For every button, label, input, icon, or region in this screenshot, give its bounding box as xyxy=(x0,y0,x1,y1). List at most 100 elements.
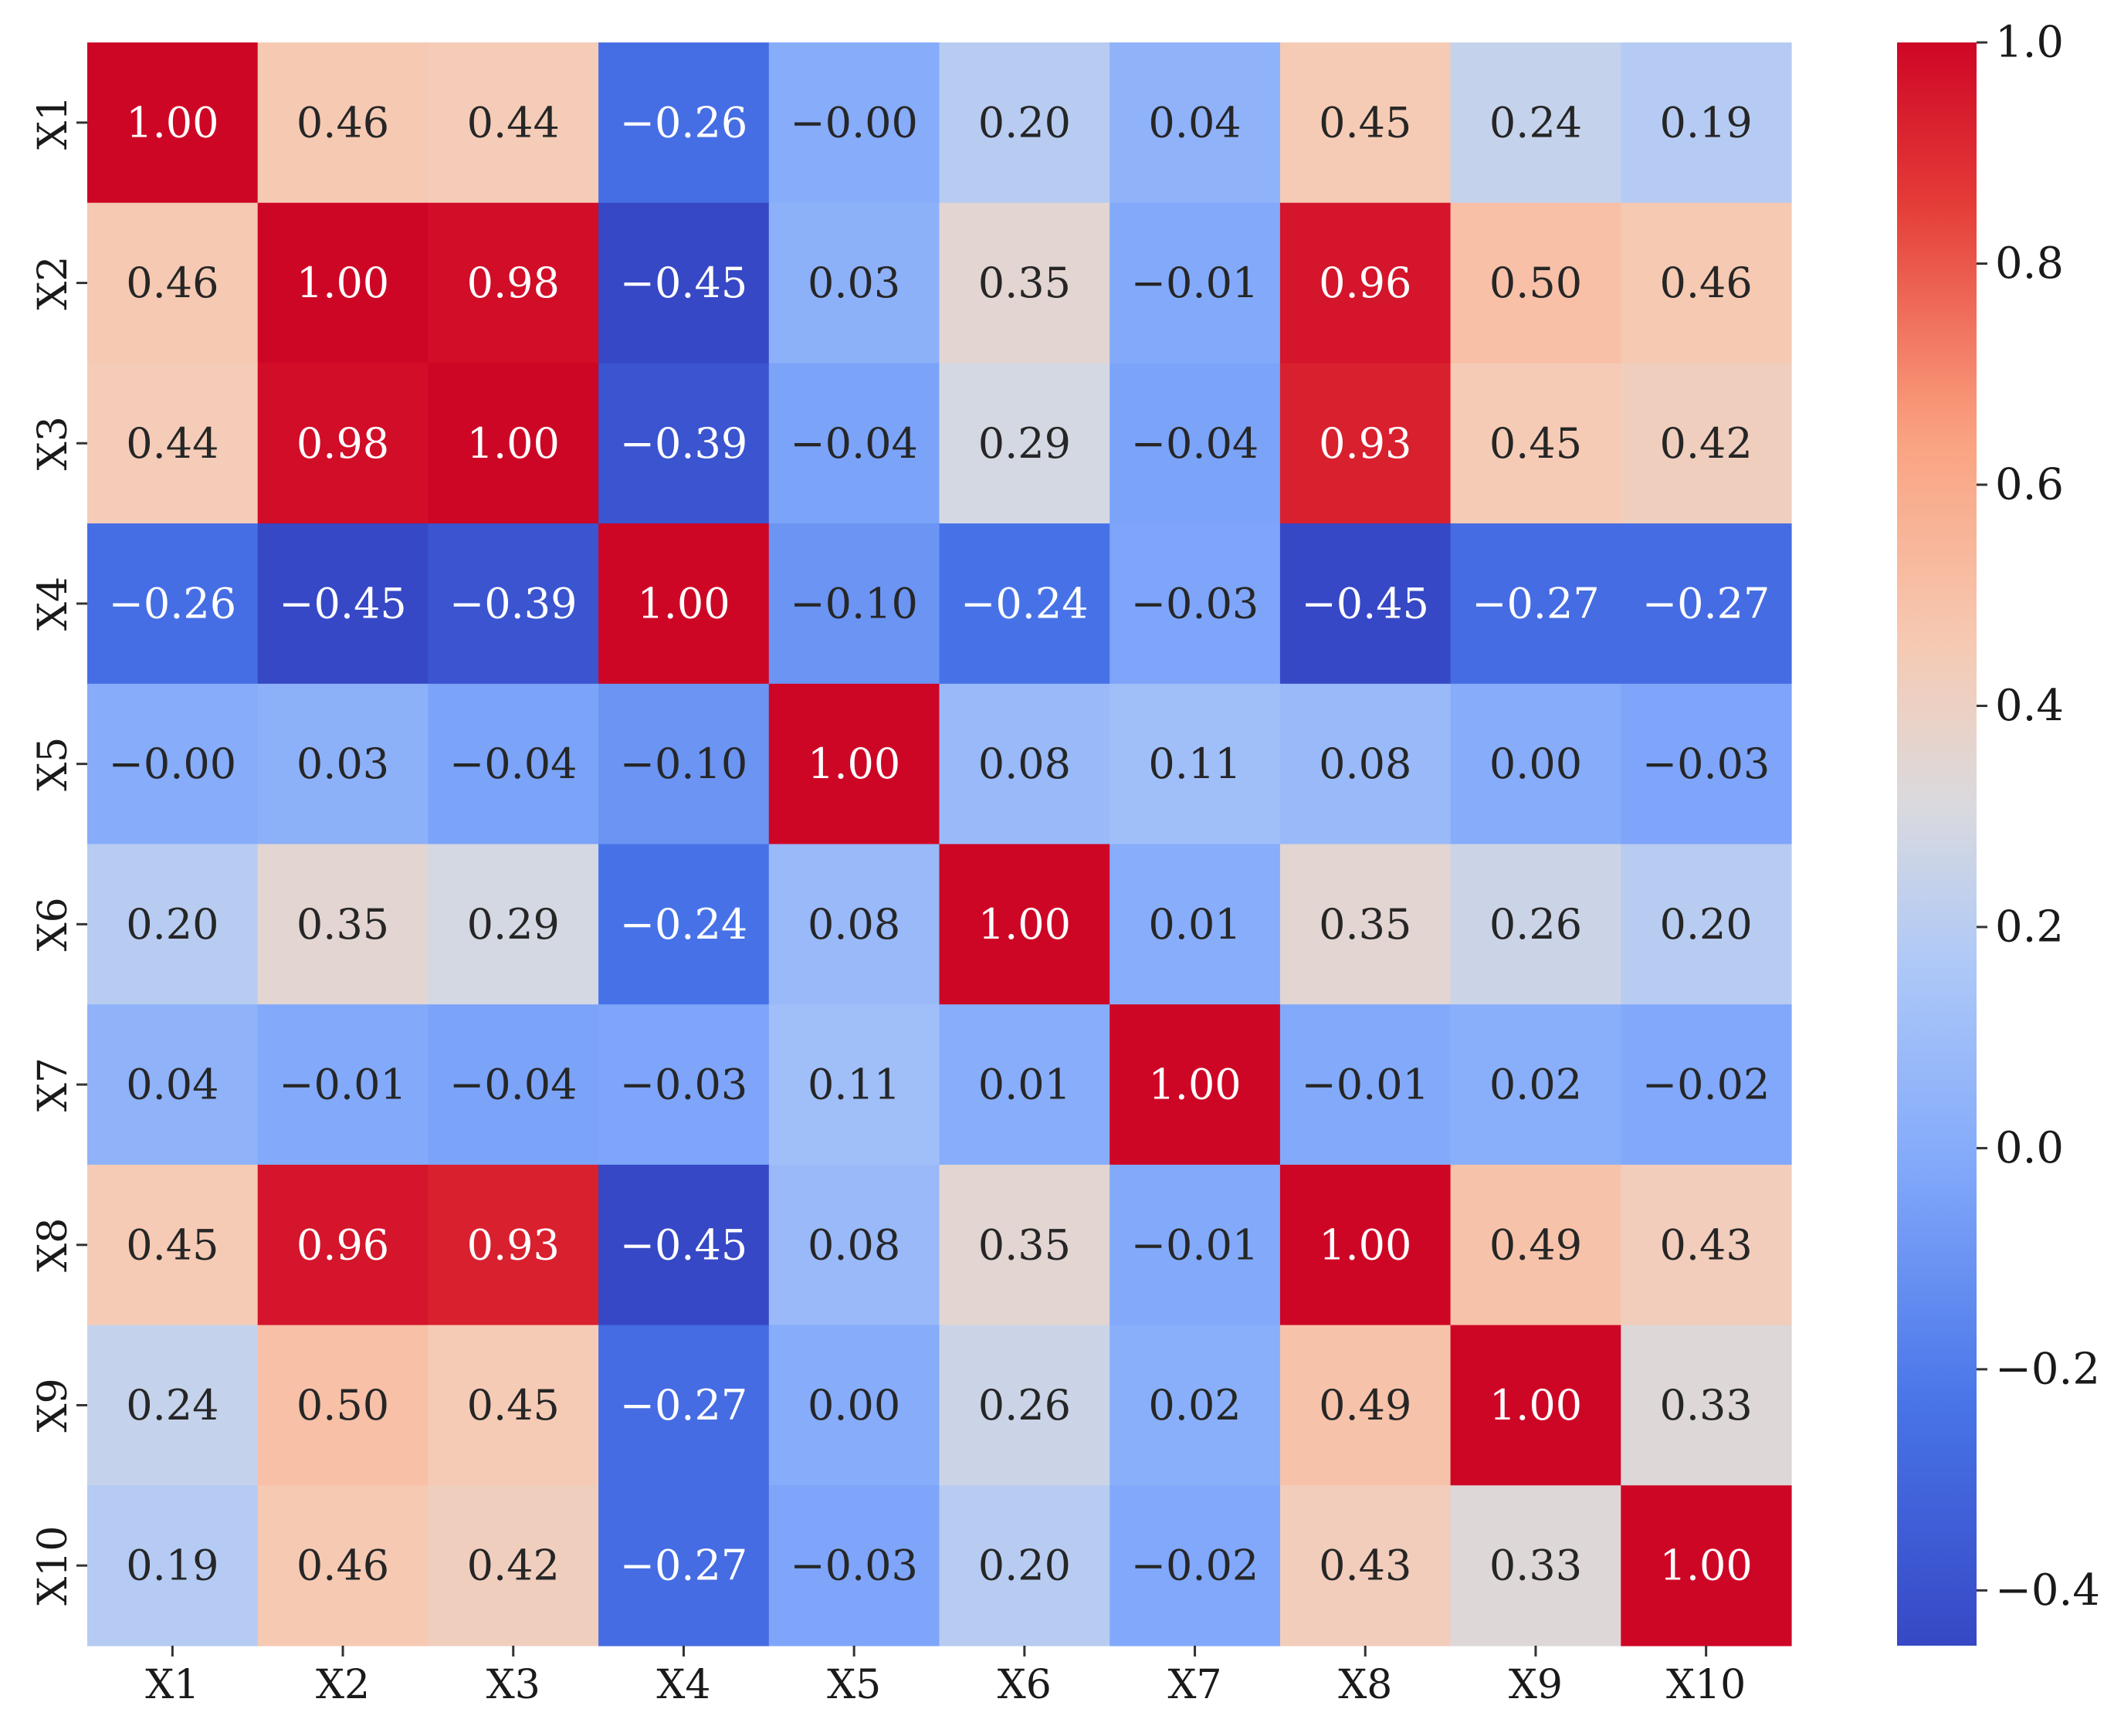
heatmap-cell xyxy=(428,202,599,364)
heatmap-cell xyxy=(428,1325,599,1486)
heatmap-value-label: −0.26 xyxy=(620,98,747,147)
y-tick-label: X2 xyxy=(30,255,76,310)
heatmap-cell xyxy=(428,683,599,845)
heatmap-cell xyxy=(1110,1485,1281,1646)
colorbar-tick-label: −0.2 xyxy=(1995,1344,2100,1394)
x-tick-label: X5 xyxy=(827,1662,881,1708)
heatmap-cell xyxy=(87,1004,259,1166)
heatmap-value-label: 0.93 xyxy=(1319,419,1411,468)
heatmap-cell xyxy=(598,1325,770,1486)
heatmap-cell xyxy=(768,42,940,204)
heatmap-cell xyxy=(257,1004,429,1166)
heatmap-value-label: −0.03 xyxy=(620,1061,747,1109)
heatmap-value-label: 0.42 xyxy=(1660,419,1753,468)
x-tick-label: X2 xyxy=(316,1662,370,1708)
heatmap-cell xyxy=(1279,363,1452,524)
heatmap-value-label: 1.00 xyxy=(1489,1381,1582,1430)
heatmap-value-label: −0.01 xyxy=(279,1061,406,1109)
x-tick-label: X1 xyxy=(145,1662,199,1708)
heatmap-value-label: −0.27 xyxy=(1472,579,1599,628)
heatmap-value-label: 0.08 xyxy=(808,900,900,949)
heatmap-value-label: 0.45 xyxy=(1489,419,1582,468)
heatmap-cell xyxy=(1110,42,1281,204)
heatmap-cell xyxy=(87,1164,259,1326)
heatmap-cell xyxy=(598,844,770,1005)
heatmap-cell xyxy=(768,363,940,524)
heatmap-value-label: −0.03 xyxy=(790,1541,917,1590)
heatmap-cell xyxy=(87,844,259,1005)
heatmap-value-label: 0.26 xyxy=(1489,900,1582,949)
heatmap-cell xyxy=(1621,844,1792,1005)
heatmap-cell xyxy=(598,1004,770,1166)
heatmap-value-label: 1.00 xyxy=(1319,1220,1411,1269)
heatmap-cell xyxy=(87,523,259,685)
heatmap-cell xyxy=(1110,202,1281,364)
heatmap-value-label: −0.04 xyxy=(449,739,577,788)
heatmap-value-label: −0.01 xyxy=(1302,1061,1429,1109)
heatmap-cell xyxy=(598,1485,770,1646)
y-tick-label: X7 xyxy=(30,1058,76,1112)
heatmap-value-label: 0.19 xyxy=(1660,98,1753,147)
heatmap-cell xyxy=(768,1485,940,1646)
heatmap-value-label: 0.35 xyxy=(978,1220,1071,1269)
heatmap-value-label: −0.24 xyxy=(620,900,747,949)
heatmap-value-label: −0.39 xyxy=(620,419,747,468)
heatmap-cell xyxy=(768,523,940,685)
heatmap-cell xyxy=(428,523,599,685)
heatmap-value-label: 0.04 xyxy=(126,1061,219,1109)
colorbar-tick-label: 0.0 xyxy=(1995,1123,2064,1173)
x-axis: X1 X2 X3 X4 X5 X6 X7 X8 X9 X10 xyxy=(145,1646,1746,1708)
heatmap-cell xyxy=(1450,363,1621,524)
heatmap-cell xyxy=(428,42,599,204)
heatmap-value-label: 0.98 xyxy=(296,419,389,468)
heatmap-value-label: 0.93 xyxy=(467,1220,560,1269)
colorbar-tick-label: 0.4 xyxy=(1995,681,2064,731)
heatmap-cell xyxy=(768,1004,940,1166)
heatmap-value-label: 0.08 xyxy=(1319,739,1411,788)
heatmap-value-label: 0.20 xyxy=(126,900,219,949)
heatmap-value-label: 0.46 xyxy=(296,1541,389,1590)
y-tick-label: X1 xyxy=(30,96,76,150)
heatmap-cell xyxy=(257,42,429,204)
heatmap-value-label: 0.49 xyxy=(1489,1220,1582,1269)
heatmap-cell xyxy=(1450,1004,1621,1166)
heatmap-value-label: −0.45 xyxy=(620,259,747,307)
heatmap-cell xyxy=(1450,202,1621,364)
heatmap-value-label: 0.08 xyxy=(978,739,1071,788)
heatmap-cell xyxy=(1279,523,1452,685)
heatmap-value-label: 0.02 xyxy=(1489,1061,1582,1109)
heatmap-value-label: 0.45 xyxy=(1319,98,1411,147)
heatmap-value-label: 1.00 xyxy=(808,739,900,788)
heatmap-cell xyxy=(939,844,1110,1005)
heatmap-cell xyxy=(87,202,259,364)
heatmap-cell xyxy=(1279,1004,1452,1166)
heatmap-value-label: −0.01 xyxy=(1131,259,1259,307)
heatmap-cell xyxy=(257,683,429,845)
heatmap-value-label: 0.33 xyxy=(1660,1381,1753,1430)
heatmap-value-label: 0.24 xyxy=(126,1381,219,1430)
heatmap-cell xyxy=(1450,1485,1621,1646)
heatmap-cell xyxy=(1450,523,1621,685)
heatmap-value-label: 0.98 xyxy=(467,259,560,307)
heatmap-value-label: 0.96 xyxy=(1319,259,1411,307)
heatmap-cell xyxy=(939,523,1110,685)
y-tick-label: X6 xyxy=(30,897,76,951)
heatmap-cell xyxy=(1279,683,1452,845)
heatmap-cell xyxy=(1110,1164,1281,1326)
heatmap-cell xyxy=(768,1164,940,1326)
heatmap-value-label: 0.43 xyxy=(1319,1541,1411,1590)
heatmap-value-label: 0.29 xyxy=(978,419,1071,468)
heatmap-value-label: −0.04 xyxy=(1131,419,1259,468)
heatmap-cell xyxy=(1279,202,1452,364)
heatmap-cell xyxy=(598,523,770,685)
y-tick-label: X9 xyxy=(30,1378,76,1432)
heatmap-cell xyxy=(939,683,1110,845)
heatmap-value-label: 0.44 xyxy=(126,419,219,468)
heatmap-cell xyxy=(1450,42,1621,204)
heatmap-value-label: 0.50 xyxy=(296,1381,389,1430)
heatmap-cell xyxy=(768,844,940,1005)
heatmap-cell xyxy=(1621,202,1792,364)
heatmap-cell xyxy=(939,1325,1110,1486)
heatmap-value-label: −0.01 xyxy=(1131,1220,1259,1269)
heatmap-cell xyxy=(428,844,599,1005)
